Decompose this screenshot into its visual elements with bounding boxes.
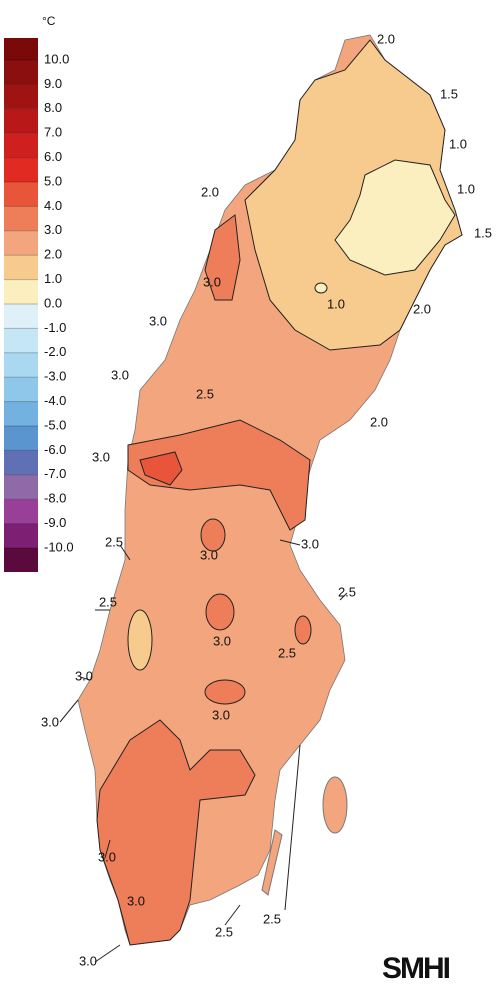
cool-spot xyxy=(127,609,153,671)
legend-label: 5.0 xyxy=(44,173,62,188)
legend-label: 8.0 xyxy=(44,100,62,115)
legend-label: -4.0 xyxy=(44,393,66,408)
contour-label: 3.0 xyxy=(98,849,116,864)
legend-swatch xyxy=(4,328,38,353)
legend-swatch xyxy=(4,474,38,500)
warm-spot xyxy=(139,451,183,486)
legend-label: -1.0 xyxy=(44,320,66,335)
legend-swatch xyxy=(4,279,38,304)
logo: SMHI xyxy=(382,952,450,985)
contour-label: 1.5 xyxy=(440,86,458,101)
coolest-area xyxy=(334,159,456,276)
warm-spot xyxy=(205,593,235,631)
contour-label: 2.5 xyxy=(338,584,356,599)
contour-label: 3.0 xyxy=(79,953,97,968)
contour-label: 3.0 xyxy=(41,714,59,729)
legend-label: -2.0 xyxy=(44,344,66,359)
legend-swatch xyxy=(4,401,38,426)
legend-swatch xyxy=(4,450,38,475)
legend-label: -10.0 xyxy=(44,539,74,554)
contour-label: 3.0 xyxy=(212,707,230,722)
cool-spot xyxy=(314,282,328,294)
legend-swatch xyxy=(4,38,38,60)
contour-label: 2.0 xyxy=(377,31,395,46)
contour-label: 3.0 xyxy=(149,313,167,328)
contour-label: 3.0 xyxy=(127,893,145,908)
contour-labels: 2.0 1.5 1.0 1.0 1.5 2.0 3.0 1.0 2.0 3.0 3.0 2.5 2.0 3… xyxy=(41,31,492,968)
legend-swatch xyxy=(4,230,38,256)
legend-swatch xyxy=(4,133,38,158)
legend-label: 0.0 xyxy=(44,295,62,310)
legend-swatch xyxy=(4,157,38,182)
legend-label: 4.0 xyxy=(44,198,62,213)
legend-swatch xyxy=(4,206,38,231)
legend-label: 7.0 xyxy=(44,125,62,140)
contour-label: 3.0 xyxy=(92,449,110,464)
contour-label: 3.0 xyxy=(200,547,218,562)
legend-label: 9.0 xyxy=(44,76,62,91)
legend-label: -9.0 xyxy=(44,515,66,530)
contour-label: 2.5 xyxy=(196,386,214,401)
sweden-map xyxy=(59,34,463,963)
contour-label: 1.0 xyxy=(457,181,475,196)
contour-label: 2.5 xyxy=(99,594,117,609)
contour-label: 1.0 xyxy=(327,296,345,311)
legend-swatch xyxy=(4,84,38,109)
warm-area-north xyxy=(204,214,241,301)
warm-band xyxy=(127,419,311,531)
legend-swatch xyxy=(4,182,38,207)
contour-label: 2.5 xyxy=(215,924,233,939)
legend-label: 2.0 xyxy=(44,247,62,262)
contour-label: 2.0 xyxy=(413,301,431,316)
warm-spot xyxy=(200,518,226,552)
legend-swatch xyxy=(4,377,38,402)
legend-label: 3.0 xyxy=(44,222,62,237)
legend-label: -6.0 xyxy=(44,442,66,457)
legend-label: -3.0 xyxy=(44,369,66,384)
legend: 10.0 9.0 8.0 7.0 6.0 5.0 4.0 3.0 2.0 1.0 0.0 -1.0 -2… xyxy=(4,38,74,572)
legend-swatch xyxy=(4,426,38,451)
legend-label: 1.0 xyxy=(44,271,62,286)
contour-label: 1.5 xyxy=(474,225,492,240)
legend-label: 10.0 xyxy=(44,51,69,66)
warm-south xyxy=(96,719,256,946)
legend-swatch xyxy=(4,352,38,378)
legend-swatch xyxy=(4,108,38,134)
warm-spot xyxy=(204,679,246,705)
legend-swatch xyxy=(4,255,38,280)
contour-label: 3.0 xyxy=(213,633,231,648)
legend-swatch xyxy=(4,523,38,548)
contour-label: 3.0 xyxy=(111,367,129,382)
contour-label: 2.0 xyxy=(370,414,388,429)
contour-label: 2.5 xyxy=(105,534,123,549)
legend-label: -5.0 xyxy=(44,417,66,432)
contour-label: 3.0 xyxy=(301,536,319,551)
legend-swatch xyxy=(4,499,38,524)
oland xyxy=(261,829,283,896)
legend-swatch xyxy=(4,304,38,329)
cool-area xyxy=(244,39,463,351)
contour-label: 2.0 xyxy=(201,184,219,199)
contour-label: 1.0 xyxy=(449,136,467,151)
contour-label: 2.5 xyxy=(263,911,281,926)
contour-line xyxy=(59,539,348,963)
gotland xyxy=(322,776,348,834)
contour-label: 2.5 xyxy=(278,645,296,660)
contour-label: 3.0 xyxy=(75,668,93,683)
warm-spot xyxy=(294,615,312,645)
legend-label: 6.0 xyxy=(44,149,62,164)
legend-label: -8.0 xyxy=(44,491,66,506)
legend-swatch xyxy=(4,60,38,85)
contour-label: 3.0 xyxy=(203,274,221,289)
legend-unit: °C xyxy=(42,14,56,28)
legend-label: -7.0 xyxy=(44,466,66,481)
legend-swatch xyxy=(4,548,38,572)
